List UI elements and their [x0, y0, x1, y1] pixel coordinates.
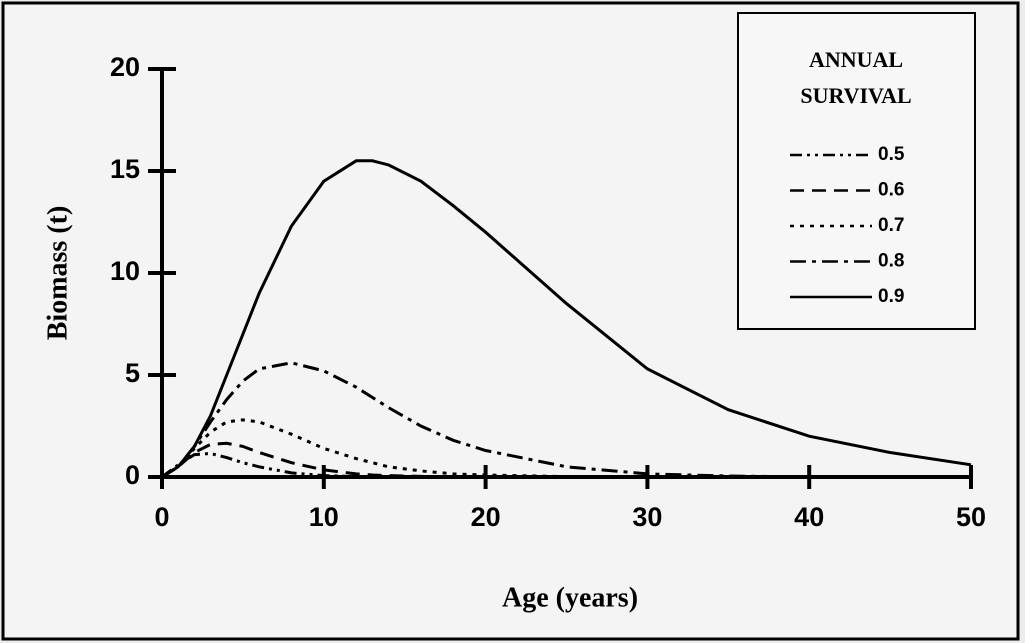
x-tick-label: 20 [471, 502, 501, 532]
y-tick-label: 5 [125, 358, 140, 388]
y-tick-label: 15 [110, 154, 140, 184]
x-tick-label: 30 [632, 502, 662, 532]
legend-label: 0.6 [878, 180, 904, 201]
y-axis-title: Biomass (t) [42, 206, 73, 341]
legend-label: 0.9 [878, 286, 904, 307]
x-axis-title: Age (years) [502, 582, 638, 613]
series-line [161, 361, 971, 479]
legend-box [737, 12, 976, 330]
y-tick-label: 0 [125, 460, 140, 490]
legend-label: 0.5 [878, 144, 905, 165]
legend-title: ANNUAL [809, 47, 903, 72]
x-tick-label: 10 [309, 502, 339, 532]
series-line [161, 441, 971, 479]
legend-label: 0.7 [878, 215, 904, 236]
y-tick-label: 10 [110, 256, 140, 286]
x-tick-label: 0 [154, 502, 169, 532]
series-line [161, 159, 972, 479]
x-tick-label: 50 [956, 502, 986, 532]
legend-title: SURVIVAL [800, 83, 911, 108]
x-tick-label: 40 [794, 502, 824, 532]
legend-label: 0.8 [878, 251, 904, 272]
series-line [161, 418, 971, 479]
y-tick-label: 20 [110, 52, 140, 82]
